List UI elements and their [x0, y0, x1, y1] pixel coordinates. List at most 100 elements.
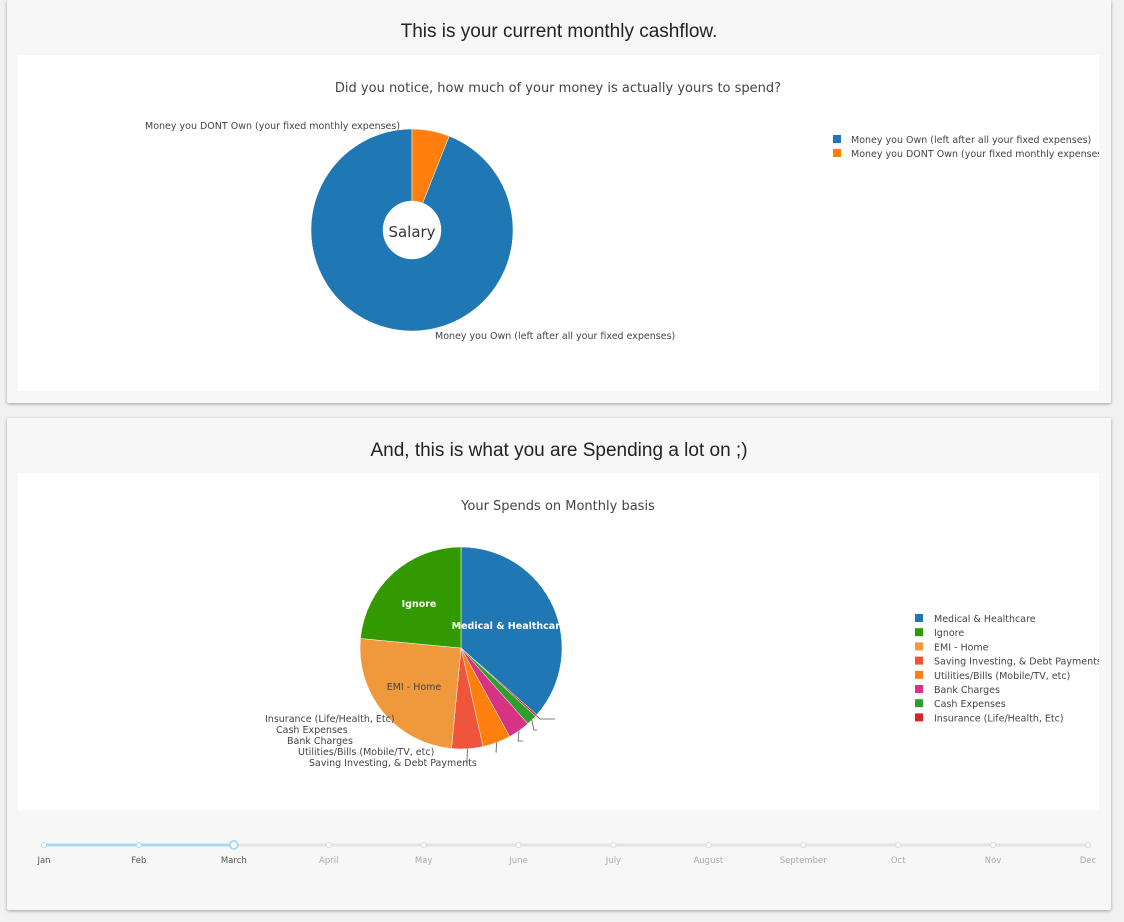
- month-step-july[interactable]: July: [605, 842, 621, 867]
- inside-label-emi-home: EMI - Home: [387, 682, 442, 693]
- spending-chart-title: Your Spends on Monthly basis: [460, 499, 655, 514]
- legend-label: Insurance (Life/Health, Etc): [934, 713, 1064, 724]
- month-step-oct[interactable]: Oct: [891, 842, 906, 867]
- month-dot[interactable]: [515, 842, 522, 848]
- cashflow-chart-panel: Did you notice, how much of your money i…: [18, 55, 1106, 391]
- legend-swatch: [915, 628, 923, 637]
- month-label[interactable]: Jan: [36, 856, 50, 866]
- leader-label: Utilities/Bills (Mobile/TV, etc): [298, 747, 434, 758]
- cashflow-chart-title: Did you notice, how much of your money i…: [335, 81, 781, 96]
- cashflow-heading: This is your current monthly cashflow.: [400, 21, 718, 42]
- slider-handle[interactable]: [228, 840, 239, 850]
- month-step-nov[interactable]: Nov: [985, 842, 1002, 867]
- outside-label-money-dont-own: Money you DONT Own (your fixed monthly e…: [145, 121, 400, 132]
- spending-card: And, this is what you are Spending a lot…: [7, 418, 1111, 910]
- month-dot[interactable]: [895, 842, 902, 848]
- month-dot[interactable]: [1085, 842, 1091, 848]
- month-label[interactable]: August: [693, 856, 723, 866]
- legend-swatch: [833, 135, 841, 143]
- month-label[interactable]: Feb: [131, 856, 146, 866]
- month-label[interactable]: June: [508, 856, 528, 866]
- leader-line: [535, 715, 555, 720]
- legend-item-bank-charges[interactable]: Bank Charges: [915, 685, 1000, 696]
- month-label[interactable]: March: [221, 856, 247, 866]
- month-dot[interactable]: [990, 842, 997, 848]
- leader-label: Cash Expenses: [276, 725, 348, 736]
- legend-swatch: [915, 670, 923, 679]
- pie-slice-medical-healthcare[interactable]: [460, 546, 563, 716]
- spending-chart-panel: Your Spends on Monthly basis Medical & H…: [18, 473, 1102, 810]
- legend-label: Medical & Healthcare: [934, 614, 1036, 625]
- legend-label: Money you DONT Own (your fixed monthly e…: [851, 149, 1099, 160]
- legend-label: Money you Own (left after all your fixed…: [851, 135, 1091, 146]
- legend-item-cash-expenses[interactable]: Cash Expenses: [915, 699, 1006, 710]
- outside-label-bank-charges: Bank Charges: [287, 730, 523, 747]
- month-label[interactable]: July: [605, 856, 621, 866]
- month-step-march[interactable]: March: [221, 840, 247, 866]
- month-dot[interactable]: [705, 842, 712, 848]
- legend-item-insurance-life-health-etc[interactable]: Insurance (Life/Health, Etc): [915, 713, 1064, 724]
- month-dot[interactable]: [420, 842, 427, 848]
- legend-label: Utilities/Bills (Mobile/TV, etc): [934, 671, 1070, 682]
- month-step-april[interactable]: April: [319, 842, 338, 867]
- month-dot[interactable]: [610, 842, 617, 848]
- month-label[interactable]: Dec: [1080, 856, 1097, 866]
- legend-item-emi-home[interactable]: EMI - Home: [915, 642, 989, 653]
- donut-center-label: Salary: [388, 223, 435, 241]
- inside-label-medical-healthcare: Medical & Healthcare: [452, 621, 567, 632]
- leader-line: [531, 719, 537, 731]
- spending-pie-chart: Your Spends on Monthly basis Medical & H…: [265, 499, 1102, 769]
- legend-item-money-you-own-left-after-all-your-fixed-expenses[interactable]: Money you Own (left after all your fixed…: [833, 135, 1091, 146]
- leader-line: [495, 742, 498, 753]
- month-step-august[interactable]: August: [693, 842, 724, 867]
- legend-label: Bank Charges: [934, 685, 1000, 696]
- outside-label-cash-expenses: Cash Expenses: [276, 719, 537, 736]
- month-dot[interactable]: [135, 842, 142, 848]
- legend-label: Saving Investing, & Debt Payments: [934, 657, 1099, 668]
- legend-item-money-you-dont-own-your-fixed-monthly-expenses[interactable]: Money you DONT Own (your fixed monthly e…: [833, 149, 1106, 160]
- leader-label: Insurance (Life/Health, Etc): [265, 714, 395, 725]
- legend-swatch: [915, 685, 923, 693]
- leader-label: Bank Charges: [287, 736, 353, 747]
- month-label[interactable]: Nov: [985, 856, 1002, 866]
- spending-heading: And, this is what you are Spending a lot…: [370, 440, 748, 461]
- cashflow-donut-chart: Did you notice, how much of your money i…: [145, 81, 1106, 342]
- month-step-may[interactable]: May: [415, 842, 433, 867]
- legend-item-medical-healthcare[interactable]: Medical & Healthcare: [915, 614, 1036, 625]
- outside-label-utilities-bills-mobile-tv-etc: Utilities/Bills (Mobile/TV, etc): [298, 742, 498, 758]
- month-dot[interactable]: [41, 842, 47, 848]
- legend-item-ignore[interactable]: Ignore: [915, 628, 964, 639]
- month-label[interactable]: May: [415, 856, 433, 866]
- month-step-jan[interactable]: Jan: [36, 842, 51, 867]
- outside-label-money-own: Money you Own (left after all your fixed…: [435, 331, 675, 342]
- month-label[interactable]: April: [319, 856, 338, 866]
- legend-swatch: [915, 656, 923, 665]
- month-label[interactable]: Oct: [891, 856, 906, 866]
- month-step-june[interactable]: June: [508, 842, 528, 867]
- legend-label: Ignore: [934, 628, 964, 639]
- legend-swatch: [915, 713, 923, 722]
- donut-slice-money-you-dont-own-your-fixed-monthly-expenses[interactable]: [411, 128, 450, 204]
- pie-slice-ignore[interactable]: [360, 546, 462, 649]
- month-dot[interactable]: [325, 842, 332, 848]
- month-step-feb[interactable]: Feb: [131, 842, 146, 867]
- cashflow-card: This is your current monthly cashflow. D…: [7, 0, 1111, 403]
- legend-label: Cash Expenses: [934, 699, 1006, 710]
- legend-swatch: [915, 699, 923, 708]
- legend-item-utilities-bills-mobile-tv-etc[interactable]: Utilities/Bills (Mobile/TV, etc): [915, 670, 1070, 682]
- donut-slice-money-you-own-left-after-all-your-fixed-expenses[interactable]: [310, 128, 514, 332]
- leader-label: Saving Investing, & Debt Payments: [309, 758, 477, 769]
- legend-item-saving-investing-debt-payments[interactable]: Saving Investing, & Debt Payments: [915, 656, 1102, 668]
- legend-swatch: [915, 642, 923, 651]
- inside-label-ignore: Ignore: [402, 599, 437, 610]
- outside-label-insurance-life-health-etc: Insurance (Life/Health, Etc): [265, 714, 555, 725]
- legend-swatch: [833, 149, 841, 157]
- month-dot[interactable]: [800, 842, 807, 848]
- month-label[interactable]: September: [780, 856, 827, 866]
- month-step-september[interactable]: September: [780, 842, 827, 867]
- month-step-dec[interactable]: Dec: [1080, 842, 1097, 867]
- pie-slice-emi-home[interactable]: [359, 638, 462, 749]
- legend-label: EMI - Home: [934, 642, 989, 653]
- month-slider[interactable]: Jan Feb March April May June July August Septemb…: [7, 828, 1111, 888]
- legend-swatch: [915, 614, 923, 622]
